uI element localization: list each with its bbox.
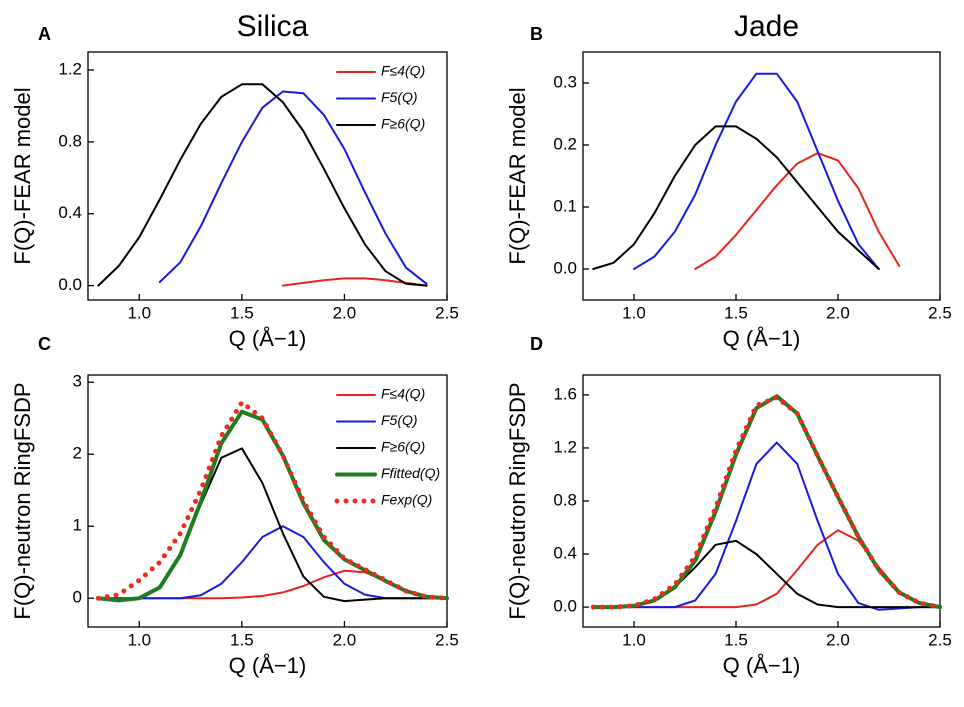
legend-label: F≤4(Q) <box>381 63 425 79</box>
plot-frame <box>582 51 941 301</box>
legend-label: F5(Q) <box>381 412 418 428</box>
legend-label: F≤4(Q) <box>381 386 425 402</box>
y-tick-label: 0.0 <box>553 597 577 616</box>
x-tick-label: 1.5 <box>230 303 254 322</box>
x-tick-label: 2.5 <box>435 630 459 649</box>
legend-label: F≥6(Q) <box>381 439 425 455</box>
y-tick-label: 3 <box>73 372 82 391</box>
plot-frame <box>87 374 448 628</box>
series-line <box>633 72 880 270</box>
y-axis-label: F(Q)-FEAR model <box>505 87 530 264</box>
y-tick-label: 0.8 <box>553 490 577 509</box>
y-tick-label: 0.3 <box>553 72 577 91</box>
y-axis-label: F(Q)-neutron RingFSDP <box>10 382 35 619</box>
panel-label: A <box>38 24 51 44</box>
series-line <box>592 125 880 270</box>
x-tick-label: 2.0 <box>333 630 357 649</box>
series-line <box>694 152 901 270</box>
y-axis-label: F(Q)-FEAR model <box>10 87 35 264</box>
legend-label: F≥6(Q) <box>381 116 425 132</box>
y-tick-label: 0.4 <box>58 203 82 222</box>
series-line <box>158 90 428 285</box>
series-line <box>592 441 941 611</box>
y-tick-label: 0.4 <box>553 544 577 563</box>
x-tick-label: 1.0 <box>127 303 151 322</box>
panel-label: B <box>530 24 543 44</box>
y-tick-label: 0.0 <box>553 258 577 277</box>
x-tick-label: 1.0 <box>127 630 151 649</box>
x-tick-label: 2.5 <box>435 303 459 322</box>
x-tick-label: 1.0 <box>622 630 646 649</box>
panel-label: D <box>530 334 543 354</box>
x-tick-label: 2.0 <box>826 303 850 322</box>
x-axis-label: Q (Å−1) <box>229 326 307 351</box>
plot-frame <box>582 374 941 628</box>
series-line <box>591 394 942 610</box>
series-line <box>97 83 428 287</box>
series-line <box>95 399 450 601</box>
x-tick-label: 1.5 <box>724 303 748 322</box>
series-line <box>592 529 941 609</box>
x-axis-label: Q (Å−1) <box>229 653 307 678</box>
legend-label: Fexp(Q) <box>381 492 432 508</box>
x-tick-label: 2.0 <box>826 630 850 649</box>
x-tick-label: 1.5 <box>230 630 254 649</box>
y-tick-label: 0.2 <box>553 134 577 153</box>
panel-title: Silica <box>237 10 309 43</box>
y-tick-label: 0.8 <box>58 131 82 150</box>
y-tick-label: 0.1 <box>553 196 577 215</box>
y-tick-label: 1.6 <box>553 384 577 403</box>
legend-label: F5(Q) <box>381 89 418 105</box>
legend-label: Ffitted(Q) <box>381 465 440 481</box>
y-tick-label: 2 <box>73 444 82 463</box>
plot-frame <box>87 51 448 301</box>
x-tick-label: 1.5 <box>724 630 748 649</box>
x-tick-label: 2.5 <box>928 630 952 649</box>
x-tick-label: 2.0 <box>333 303 357 322</box>
panel-title: Jade <box>734 10 799 43</box>
series-line <box>590 395 943 610</box>
x-axis-label: Q (Å−1) <box>723 653 801 678</box>
x-tick-label: 1.0 <box>622 303 646 322</box>
y-tick-label: 1.2 <box>58 59 82 78</box>
x-tick-label: 2.5 <box>928 303 952 322</box>
x-axis-label: Q (Å−1) <box>723 326 801 351</box>
panel-label: C <box>38 334 51 354</box>
series-line <box>592 539 941 609</box>
y-tick-label: 1 <box>73 516 82 535</box>
y-tick-label: 0.0 <box>58 275 82 294</box>
y-axis-label: F(Q)-neutron RingFSDP <box>505 382 530 619</box>
y-tick-label: 1.2 <box>553 437 577 456</box>
y-tick-label: 0 <box>73 588 82 607</box>
